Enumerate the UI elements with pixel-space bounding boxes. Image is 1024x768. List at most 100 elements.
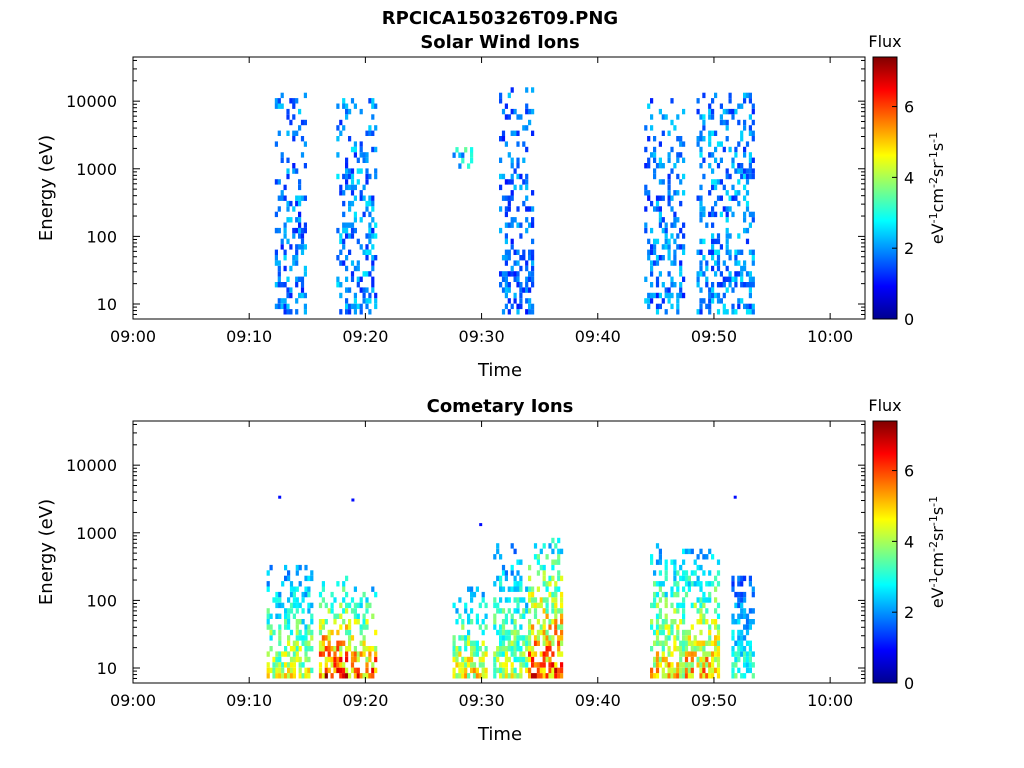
- spectrogram-cell: [356, 656, 360, 663]
- spectrogram-cell: [455, 619, 459, 625]
- spectrogram-cell: [501, 608, 506, 614]
- spectrogram-cell: [356, 602, 360, 609]
- spectrogram-cell: [513, 260, 517, 266]
- spectrogram-cell: [286, 309, 290, 315]
- spectrogram-cell: [501, 667, 506, 674]
- spectrogram-cell: [295, 570, 299, 576]
- spectrogram-cell: [655, 195, 660, 201]
- spectrogram-cell: [670, 276, 674, 282]
- spectrogram-cell: [298, 179, 302, 185]
- spectrogram-cell: [519, 673, 523, 679]
- spectrogram-cell: [339, 309, 343, 315]
- spectrogram-cell: [303, 119, 307, 126]
- spectrogram-cell: [300, 276, 305, 282]
- spectrogram-cell: [554, 602, 558, 609]
- spectrogram-cell: [501, 287, 506, 293]
- spectrogram-cell: [737, 119, 741, 126]
- spectrogram-cell: [528, 298, 532, 304]
- spectrogram-cell: [725, 168, 729, 174]
- spectrogram-cell: [336, 136, 340, 142]
- spectrogram-cell: [743, 575, 747, 582]
- spectrogram-cell: [531, 602, 535, 609]
- spectrogram-cell: [324, 667, 328, 674]
- spectrogram-cell: [653, 157, 657, 163]
- spectrogram-cell: [719, 103, 723, 109]
- spectrogram-cell: [696, 98, 700, 104]
- spectrogram-cell: [751, 255, 755, 261]
- spectrogram-cell: [542, 597, 546, 603]
- spectrogram-cell: [551, 619, 555, 625]
- spectrogram-cell: [679, 287, 683, 293]
- spectrogram-cell: [684, 635, 689, 641]
- spectrogram-cell: [528, 303, 532, 310]
- spectrogram-cell: [522, 179, 526, 185]
- spectrogram-cell: [504, 211, 508, 218]
- spectrogram-cell: [324, 656, 328, 663]
- spectrogram-cell: [348, 222, 352, 228]
- spectrogram-cell: [287, 635, 291, 641]
- spectrogram-cell: [554, 613, 558, 619]
- spectrogram-cell: [731, 309, 735, 315]
- spectrogram-cell: [464, 640, 468, 646]
- spectrogram-cell: [644, 146, 648, 153]
- spectrogram-cell: [714, 597, 718, 603]
- spectrogram-cell: [676, 157, 680, 163]
- spectrogram-cell: [310, 613, 314, 619]
- spectrogram-cell: [731, 157, 735, 163]
- spectrogram-cell: [286, 217, 290, 223]
- spectrogram-cell: [522, 249, 526, 255]
- spectrogram-cell: [676, 292, 680, 299]
- spectrogram-cell: [353, 619, 357, 625]
- spectrogram-cell: [496, 602, 500, 609]
- spectrogram-cell: [658, 559, 662, 565]
- spectrogram-cell: [478, 662, 482, 668]
- spectrogram-cell: [304, 624, 308, 630]
- spectrogram-cell: [664, 662, 668, 668]
- spectrogram-cell: [484, 651, 488, 657]
- spectrogram-cell: [470, 646, 474, 652]
- spectrogram-cell: [670, 591, 674, 598]
- x-tick-label: 10:00: [807, 691, 853, 710]
- spectrogram-cell: [336, 173, 340, 180]
- spectrogram-cell: [682, 646, 686, 652]
- spectrogram-cell: [719, 211, 723, 218]
- spectrogram-cell: [330, 629, 334, 636]
- spectrogram-cell: [748, 152, 752, 158]
- x-tick-label: 09:30: [459, 691, 505, 710]
- spectrogram-cell: [499, 629, 503, 636]
- spectrogram-cell: [536, 635, 540, 641]
- spectrogram-cell: [653, 260, 657, 266]
- spectrogram-cell: [504, 233, 508, 239]
- spectrogram-cell: [356, 667, 360, 674]
- spectrogram-cell: [365, 152, 369, 158]
- spectrogram-cell: [714, 619, 718, 625]
- spectrogram-cell: [504, 276, 508, 282]
- spectrogram-cell: [658, 163, 662, 169]
- colorbar-tick-label: 0: [904, 674, 914, 693]
- spectrogram-cell: [501, 586, 506, 592]
- spectrogram-cell: [653, 152, 657, 158]
- spectrogram-cell: [353, 608, 357, 614]
- spectrogram-cell: [356, 282, 360, 288]
- spectrogram-cell: [722, 184, 726, 191]
- spectrogram-cell: [292, 233, 296, 239]
- spectrogram-cell: [478, 646, 482, 652]
- spectrogram-cell: [371, 130, 375, 136]
- x-tick-label: 09:10: [226, 327, 272, 346]
- spectrogram-cell: [295, 98, 299, 104]
- spectrogram-cell: [339, 184, 343, 191]
- spectrogram-cell: [362, 619, 366, 625]
- spectrogram-cell: [684, 662, 689, 668]
- spectrogram-cell: [310, 646, 314, 652]
- spectrogram-cell: [289, 98, 293, 104]
- spectrogram-cell: [751, 103, 755, 109]
- spectrogram-cell: [496, 656, 500, 663]
- spectrogram-cell: [714, 200, 718, 207]
- spectrogram-cell: [673, 608, 677, 614]
- spectrogram-cell: [542, 624, 546, 630]
- spectrogram-cell: [551, 537, 555, 544]
- spectrogram-cell: [300, 244, 305, 250]
- spectrogram-cell: [664, 287, 668, 293]
- spectrogram-cell: [300, 249, 305, 255]
- spectrogram-cell: [300, 119, 305, 126]
